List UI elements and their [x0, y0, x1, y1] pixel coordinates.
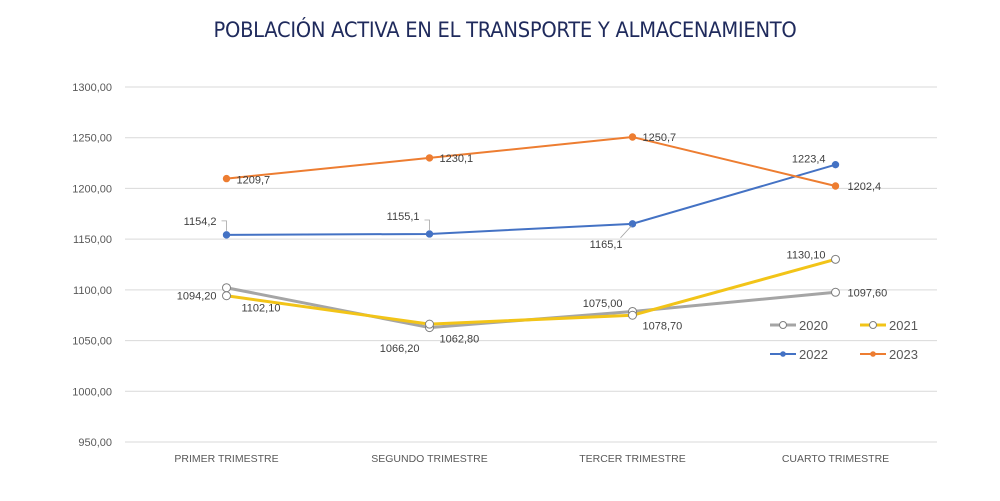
data-label-2022: 1154,2 — [184, 216, 217, 228]
y-tick-label: 950,00 — [78, 437, 112, 449]
data-label-2020: 1097,60 — [848, 287, 888, 299]
legend-item-2023: 2023 — [860, 347, 918, 362]
y-tick-label: 1250,00 — [72, 133, 112, 145]
y-tick-label: 1000,00 — [72, 386, 112, 398]
data-point-2020 — [222, 283, 231, 293]
series-line-2021 — [226, 257, 836, 326]
data-label-2020: 1078,70 — [643, 320, 683, 332]
x-axis-ticks: PRIMER TRIMESTRE SEGUNDO TRIMESTRE TERCER … — [174, 453, 889, 465]
data-point-2021 — [628, 310, 637, 320]
data-point-2023 — [628, 133, 637, 141]
leader-line — [221, 220, 227, 231]
data-label-2021: 1066,20 — [380, 343, 420, 355]
data-label-2020: 1062,80 — [440, 334, 480, 346]
y-tick-label: 1200,00 — [72, 183, 112, 195]
data-label-2020: 1102,10 — [242, 303, 281, 315]
data-label-2021: 1075,00 — [583, 298, 623, 310]
chart-title: POBLACIÓN ACTIVA EN EL TRANSPORTE Y ALMA… — [213, 18, 797, 42]
legend-label: 2020 — [799, 318, 828, 333]
series-line-2023 — [226, 136, 836, 187]
legend-label: 2023 — [889, 347, 918, 362]
y-tick-label: 1100,00 — [73, 285, 112, 297]
data-point-2021 — [425, 319, 434, 329]
y-tick-label: 1150,00 — [73, 234, 112, 246]
series-line-2022 — [226, 163, 836, 236]
legend-marker — [869, 321, 877, 329]
legend-label: 2022 — [799, 347, 828, 362]
legend-marker — [780, 351, 786, 357]
legend-item-2021: 2021 — [860, 318, 918, 333]
legend-item-2020: 2020 — [770, 318, 828, 333]
leader-line — [620, 225, 632, 239]
series-lines — [222, 133, 840, 333]
data-point-2020 — [831, 287, 840, 297]
data-label-2023: 1230,1 — [440, 153, 474, 165]
x-tick-label: SEGUNDO TRIMESTRE — [371, 453, 487, 465]
gridlines — [125, 86, 937, 443]
data-label-2022: 1165,1 — [590, 239, 623, 251]
legend: 2020 2021 2022 2023 — [770, 318, 918, 362]
data-point-2023 — [831, 182, 840, 190]
data-point-2022 — [831, 160, 840, 169]
y-axis-ticks: 950,00 1000,00 1050,00 1100,00 1150,00 1200,0… — [72, 82, 112, 449]
data-point-2021 — [222, 291, 231, 301]
legend-item-2022: 2022 — [770, 347, 828, 362]
y-tick-label: 1300,00 — [72, 82, 112, 94]
data-label-2023: 1202,4 — [848, 181, 882, 193]
data-point-2023 — [425, 154, 434, 162]
data-label-2022: 1223,4 — [792, 154, 826, 166]
x-tick-label: TERCER TRIMESTRE — [579, 453, 686, 465]
legend-label: 2021 — [889, 318, 918, 333]
data-point-2022 — [425, 230, 434, 238]
leader-line — [424, 219, 430, 230]
data-label-2021: 1094,20 — [177, 291, 217, 303]
y-tick-label: 1050,00 — [72, 336, 112, 348]
data-point-2022 — [222, 231, 231, 239]
data-point-2022 — [628, 220, 637, 228]
data-point-2023 — [222, 174, 231, 183]
data-label-2023: 1209,7 — [237, 175, 271, 187]
data-labels: 1102,10 1062,80 1078,70 1097,60 1094,20 1066,… — [177, 132, 888, 355]
x-tick-label: CUARTO TRIMESTRE — [782, 453, 889, 465]
data-label-2022: 1155,1 — [387, 211, 420, 223]
data-point-2021 — [831, 254, 840, 264]
data-label-2023: 1250,7 — [643, 132, 677, 144]
legend-marker — [779, 321, 787, 329]
x-tick-label: PRIMER TRIMESTRE — [174, 453, 278, 465]
data-label-2021: 1130,10 — [787, 249, 826, 261]
legend-marker — [870, 351, 876, 357]
